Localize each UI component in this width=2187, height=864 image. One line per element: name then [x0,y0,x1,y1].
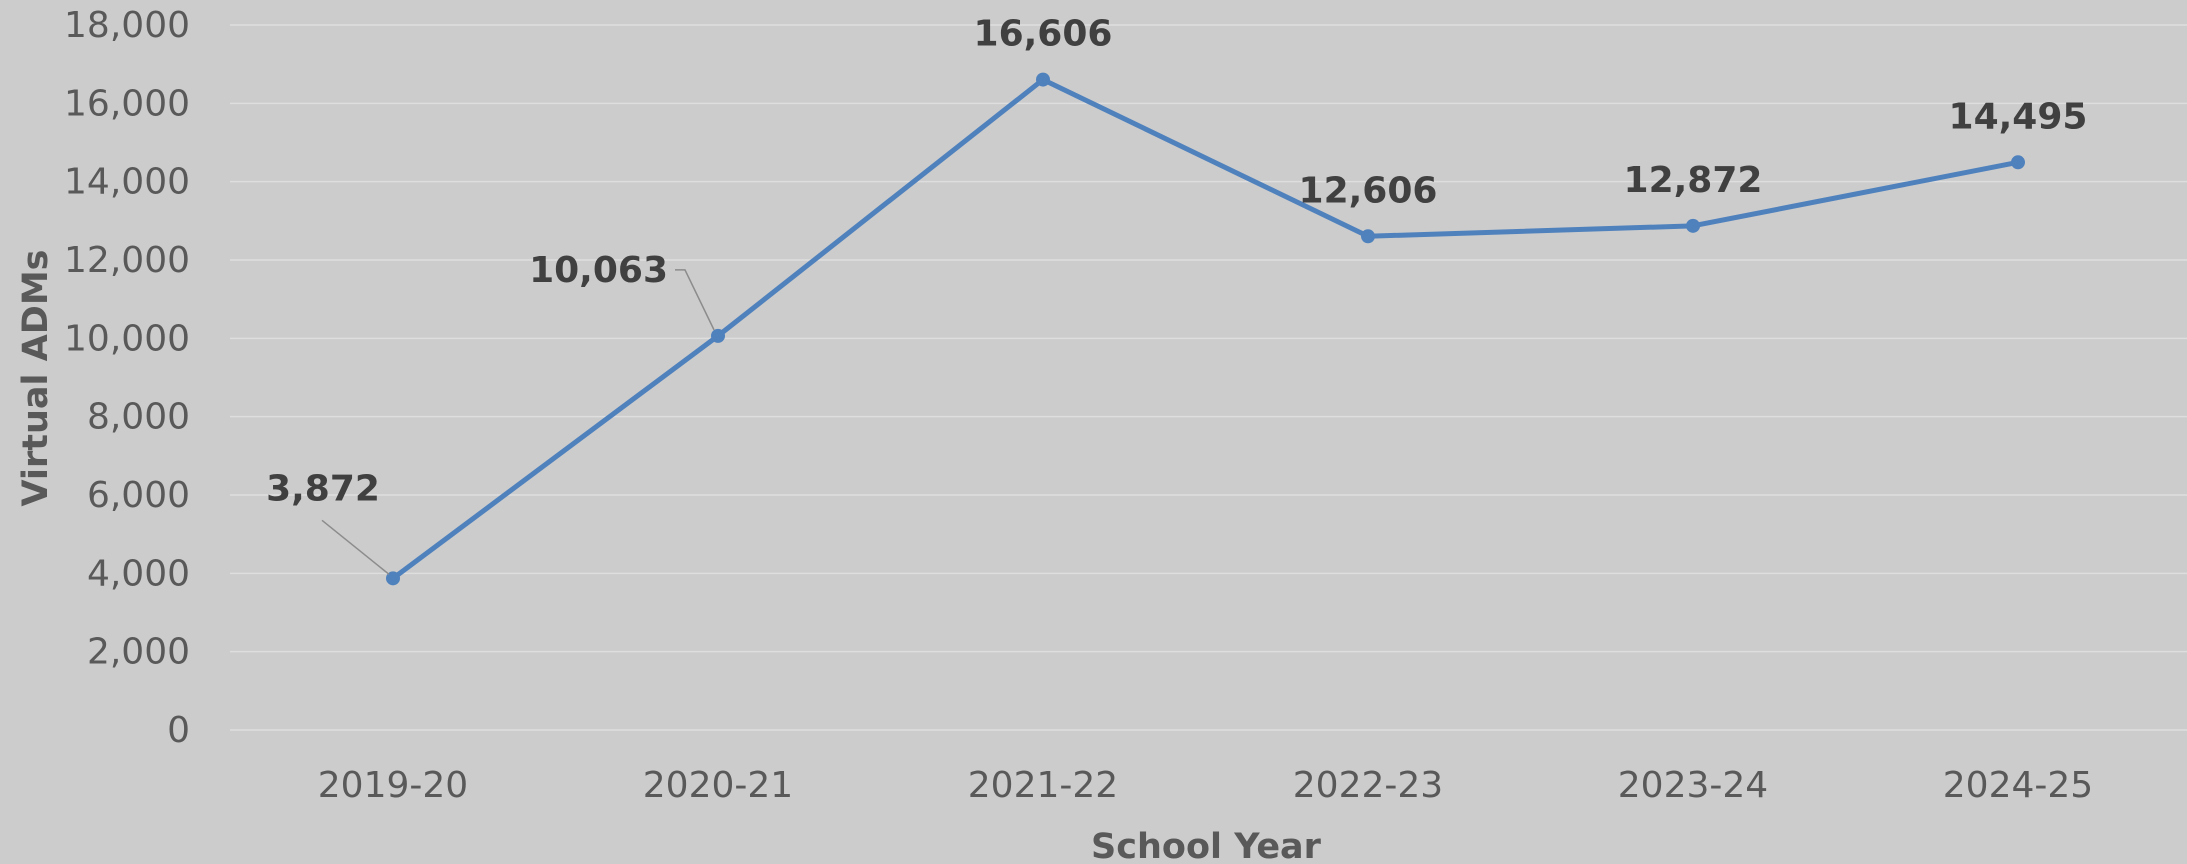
series-group [386,72,2025,586]
y-tick-label: 6,000 [87,475,190,516]
data-label: 12,872 [1624,160,1763,201]
data-point [1361,229,1375,244]
data-label: 16,606 [974,14,1113,55]
y-tick-label: 10,000 [64,318,190,359]
data-labels: 3,872 10,063 16,606 12,606 12,872 14,495 [266,14,2087,575]
data-point [711,328,725,343]
x-axis-title: School Year [1091,827,1322,864]
y-tick-label: 4,000 [87,553,190,594]
leader-line [675,269,715,331]
x-tick-label: 2022-23 [1293,765,1443,806]
y-tick-label: 18,000 [64,5,190,46]
y-axis-tick-labels: 0 2,000 4,000 6,000 8,000 10,000 12,000 14,000 1… [64,5,190,751]
y-tick-label: 12,000 [64,240,190,281]
data-point [1036,72,1050,87]
y-tick-label: 16,000 [64,83,190,124]
x-axis-tick-labels: 2019-20 2020-21 2021-22 2022-23 2023-24 2024-… [318,765,2093,806]
x-tick-label: 2021-22 [968,765,1118,806]
data-point [1686,218,1700,233]
y-tick-label: 14,000 [64,162,190,203]
x-tick-label: 2019-20 [318,765,468,806]
data-label: 10,063 [529,250,668,291]
data-point [386,571,400,586]
x-tick-label: 2024-25 [1943,765,2093,806]
y-tick-label: 0 [167,710,190,751]
x-tick-label: 2020-21 [643,765,793,806]
data-label: 3,872 [266,468,380,509]
data-point [2011,155,2025,170]
leader-line [321,519,390,575]
series-line [390,77,2021,581]
gridlines [230,24,2187,731]
y-tick-label: 2,000 [87,632,190,673]
y-axis-title: Virtual ADMs [16,250,56,507]
data-label: 14,495 [1949,96,2088,137]
y-tick-label: 8,000 [87,397,190,438]
data-label: 12,606 [1299,170,1438,211]
x-tick-label: 2023-24 [1618,765,1768,806]
